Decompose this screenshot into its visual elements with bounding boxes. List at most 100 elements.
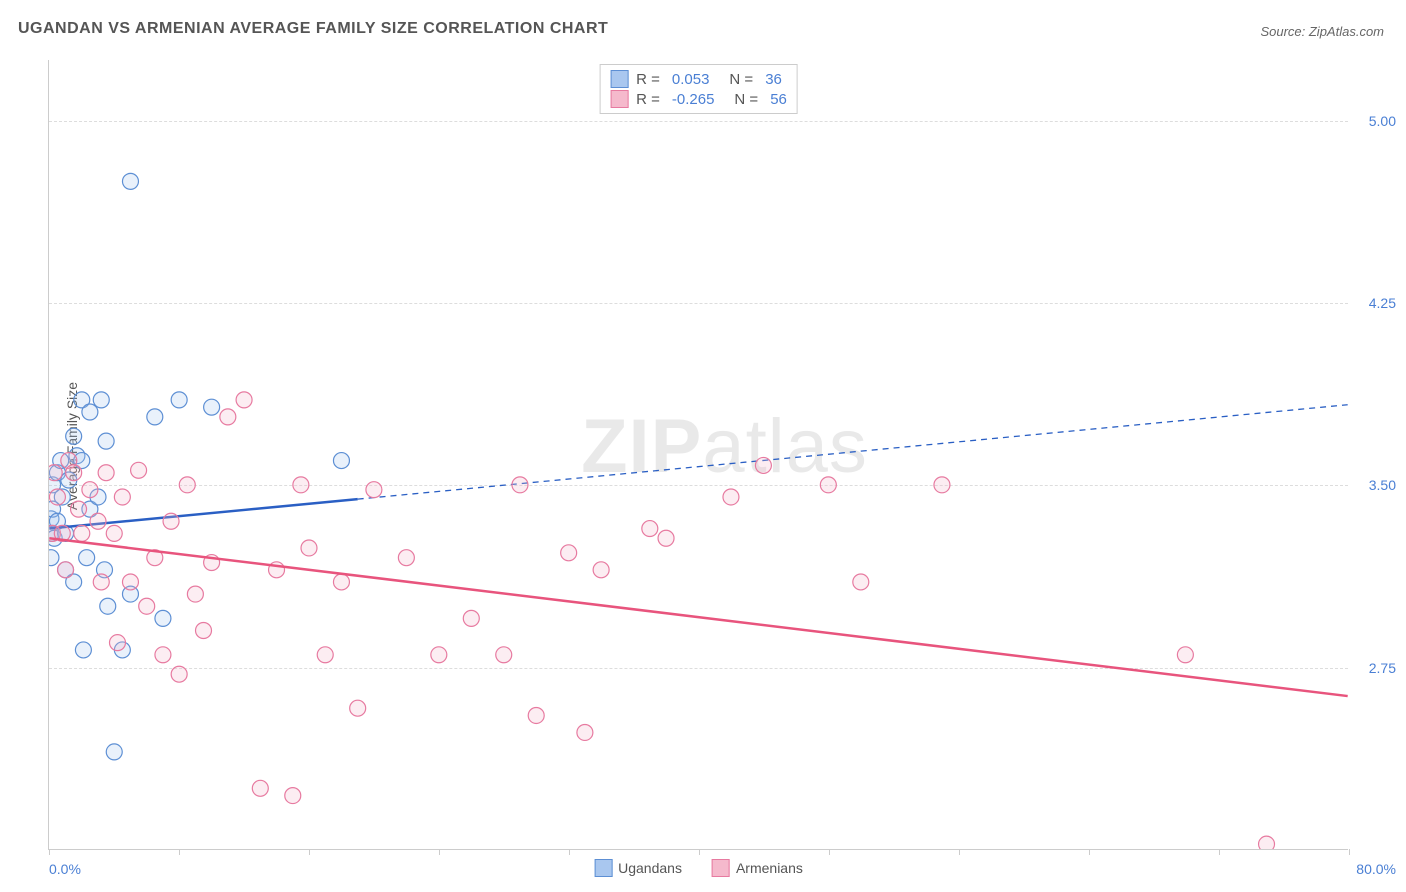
x-axis-min-label: 0.0% (49, 861, 81, 877)
data-point (82, 404, 98, 420)
x-tick-mark (179, 849, 180, 855)
swatch-armenians-bottom (712, 859, 730, 877)
data-point (106, 525, 122, 541)
data-point (58, 562, 74, 578)
x-tick-mark (959, 849, 960, 855)
data-point (1177, 647, 1193, 663)
data-point (723, 489, 739, 505)
source-attribution: Source: ZipAtlas.com (1260, 24, 1384, 39)
n-label: N = (729, 71, 753, 88)
legend-label-ugandans: Ugandans (618, 860, 682, 876)
data-point (98, 433, 114, 449)
x-tick-mark (569, 849, 570, 855)
data-point (106, 744, 122, 760)
x-tick-mark (1219, 849, 1220, 855)
data-point (75, 642, 91, 658)
data-point (171, 666, 187, 682)
data-point (431, 647, 447, 663)
stats-legend: R = 0.053 N = 36 R = -0.265 N = 56 (599, 64, 798, 114)
data-point (49, 465, 62, 481)
x-tick-mark (1349, 849, 1350, 855)
data-point (317, 647, 333, 663)
data-point (171, 392, 187, 408)
trendline-dashed (358, 405, 1348, 499)
y-tick-label: 3.50 (1354, 477, 1396, 493)
data-point (155, 610, 171, 626)
data-point (561, 545, 577, 561)
data-point (147, 409, 163, 425)
data-point (577, 724, 593, 740)
data-point (366, 482, 382, 498)
n-value-ugandans: 36 (765, 71, 782, 88)
x-tick-mark (1089, 849, 1090, 855)
data-point (155, 647, 171, 663)
data-point (1259, 836, 1275, 849)
stats-legend-row-ugandans: R = 0.053 N = 36 (610, 69, 787, 89)
data-point (179, 477, 195, 493)
data-point (66, 465, 82, 481)
data-point (131, 462, 147, 478)
chart-svg (49, 60, 1348, 849)
data-point (398, 550, 414, 566)
r-value-ugandans: 0.053 (672, 71, 710, 88)
bottom-legend-ugandans: Ugandans (594, 859, 682, 877)
data-point (122, 173, 138, 189)
swatch-armenians (610, 90, 628, 108)
data-point (196, 623, 212, 639)
data-point (49, 550, 59, 566)
data-point (755, 457, 771, 473)
swatch-ugandans-bottom (594, 859, 612, 877)
plot-area: ZIPatlas R = 0.053 N = 36 R = -0.265 N =… (48, 60, 1348, 850)
data-point (122, 574, 138, 590)
data-point (220, 409, 236, 425)
x-tick-mark (309, 849, 310, 855)
data-point (252, 780, 268, 796)
data-point (350, 700, 366, 716)
data-point (293, 477, 309, 493)
data-point (66, 428, 82, 444)
data-point (658, 530, 674, 546)
data-point (114, 489, 130, 505)
data-point (204, 399, 220, 415)
data-point (463, 610, 479, 626)
data-point (285, 788, 301, 804)
data-point (74, 525, 90, 541)
data-point (82, 482, 98, 498)
x-tick-mark (829, 849, 830, 855)
data-point (642, 521, 658, 537)
data-point (93, 574, 109, 590)
chart-title: UGANDAN VS ARMENIAN AVERAGE FAMILY SIZE … (18, 20, 608, 38)
data-point (593, 562, 609, 578)
bottom-legend-armenians: Armenians (712, 859, 803, 877)
swatch-ugandans (610, 70, 628, 88)
x-tick-mark (49, 849, 50, 855)
data-point (79, 550, 95, 566)
x-tick-mark (439, 849, 440, 855)
x-axis-max-label: 80.0% (1356, 861, 1396, 877)
data-point (109, 635, 125, 651)
data-point (90, 513, 106, 529)
data-point (236, 392, 252, 408)
legend-label-armenians: Armenians (736, 860, 803, 876)
trendline-solid (49, 538, 1347, 696)
y-tick-label: 2.75 (1354, 660, 1396, 676)
data-point (187, 586, 203, 602)
data-point (93, 392, 109, 408)
n-label: N = (734, 91, 758, 108)
data-point (333, 574, 349, 590)
n-value-armenians: 56 (770, 91, 787, 108)
r-value-armenians: -0.265 (672, 91, 715, 108)
data-point (139, 598, 155, 614)
data-point (333, 453, 349, 469)
bottom-legend: Ugandans Armenians (594, 859, 803, 877)
data-point (301, 540, 317, 556)
data-point (512, 477, 528, 493)
data-point (98, 465, 114, 481)
r-label: R = (636, 91, 660, 108)
data-point (820, 477, 836, 493)
data-point (528, 707, 544, 723)
data-point (934, 477, 950, 493)
y-tick-label: 5.00 (1354, 113, 1396, 129)
data-point (49, 489, 65, 505)
r-label: R = (636, 71, 660, 88)
